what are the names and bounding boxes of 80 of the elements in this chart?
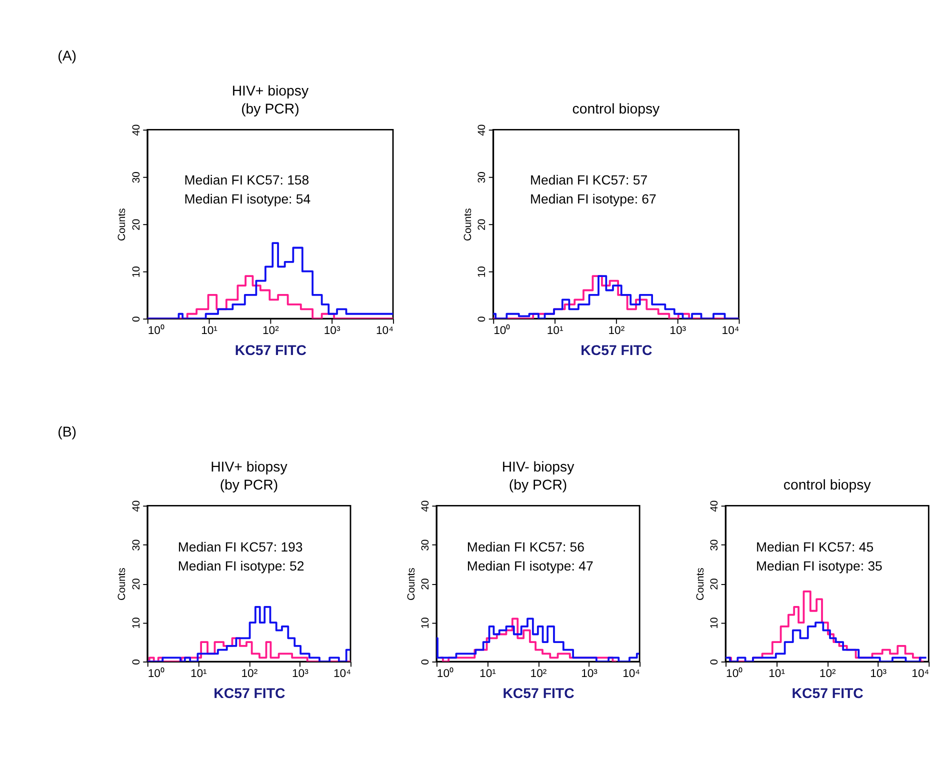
x-tick-label: 10⁰ <box>148 667 164 680</box>
y-tick-label: 40 <box>131 500 142 512</box>
y-tick-label: 20 <box>477 218 488 230</box>
annotation: Median FI KC57: 56 <box>466 540 584 555</box>
y-tick-label: 10 <box>477 266 488 278</box>
x-tick-label: 10² <box>241 668 258 680</box>
y-tick-label: 30 <box>477 171 488 184</box>
x-tick-label: 10² <box>819 668 836 680</box>
text: HIV- biopsy <box>502 460 574 476</box>
x-tick-label: 10⁰ <box>436 667 454 680</box>
x-tick-label: 10⁴ <box>912 668 930 680</box>
y-tick-label: 40 <box>710 500 721 512</box>
chart-title: control biopsy <box>572 102 661 118</box>
x-tick-label: 10² <box>262 325 280 338</box>
x-axis-title: KC57 FITC <box>234 342 306 359</box>
text: (by PCR) <box>508 478 568 494</box>
x-tick-label: 10⁴ <box>333 668 352 680</box>
y-axis-title: Counts <box>117 568 128 601</box>
x-axis-title: KC57 FITC <box>580 342 652 359</box>
y-tick-label: 20 <box>131 218 142 230</box>
x-tick-label: 10⁰ <box>726 667 743 680</box>
x-tick-label: 10³ <box>324 325 340 338</box>
y-tick-label: 30 <box>420 539 432 551</box>
x-axis-title: KC57 FITC <box>214 686 286 702</box>
y-tick-label: 30 <box>131 171 142 184</box>
y-tick-label: 0 <box>131 658 142 665</box>
x-tick-label: 10² <box>530 668 547 680</box>
x-axis-title: KC57 FITC <box>502 686 574 702</box>
annotation: Median FI KC57: 45 <box>756 540 874 555</box>
x-tick-label: 10³ <box>581 668 598 680</box>
x-tick-label: 10¹ <box>190 668 208 680</box>
y-tick-label: 10 <box>710 617 721 629</box>
annotation: Median FI KC57: 193 <box>178 540 303 555</box>
y-tick-label: 40 <box>420 500 432 512</box>
x-tick-label: 10³ <box>870 668 887 680</box>
text: (by PCR) <box>241 102 300 118</box>
y-tick-label: 10 <box>420 617 432 629</box>
x-tick-label: 10¹ <box>768 668 786 680</box>
x-tick-label: 10¹ <box>546 325 564 338</box>
y-tick-label: 0 <box>710 658 721 665</box>
x-tick-label: 10¹ <box>201 325 218 338</box>
x-axis-title: KC57 FITC <box>792 686 864 702</box>
y-tick-label: 30 <box>131 539 142 551</box>
x-tick-label: 10³ <box>292 668 309 680</box>
annotation: Median FI isotype: 35 <box>756 558 882 574</box>
text: (A) <box>58 48 77 65</box>
annotation: Median FI isotype: 52 <box>178 558 304 574</box>
y-axis-title: Counts <box>695 568 706 601</box>
y-tick-label: 30 <box>710 539 721 551</box>
y-tick-label: 40 <box>131 124 142 136</box>
text: (by PCR) <box>220 478 278 494</box>
y-tick-label: 0 <box>131 316 142 322</box>
y-tick-label: 10 <box>131 617 142 629</box>
annotation: Median FI isotype: 67 <box>530 191 656 206</box>
text: HIV+ biopsy <box>210 460 288 476</box>
annotation: Median FI isotype: 47 <box>466 558 594 574</box>
x-tick-label: 10⁴ <box>622 668 640 680</box>
x-tick-label: 10³ <box>670 325 686 338</box>
x-tick-label: 10² <box>608 325 625 338</box>
y-tick-label: 40 <box>477 124 488 136</box>
text: HIV+ biopsy <box>232 84 309 100</box>
x-tick-label: 10⁰ <box>494 324 510 338</box>
y-tick-label: 20 <box>420 578 432 590</box>
y-tick-label: 10 <box>131 266 142 278</box>
annotation: Median FI KC57: 57 <box>530 172 648 188</box>
x-tick-label: 10¹ <box>480 668 496 680</box>
chart-title: control biopsy <box>783 478 872 494</box>
y-tick-label: 0 <box>420 658 432 665</box>
y-axis-title: Counts <box>462 208 474 242</box>
x-tick-label: 10⁴ <box>376 325 394 338</box>
y-tick-label: 20 <box>710 578 721 590</box>
y-tick-label: 0 <box>477 316 488 322</box>
y-axis-title: Counts <box>406 568 418 601</box>
x-tick-label: 10⁴ <box>722 325 740 338</box>
y-tick-label: 20 <box>131 578 142 590</box>
text: (B) <box>58 424 77 441</box>
y-axis-title: Counts <box>117 208 128 242</box>
annotation: Median FI KC57: 158 <box>184 172 310 188</box>
annotation: Median FI isotype: 54 <box>184 191 311 206</box>
x-tick-label: 10⁰ <box>148 324 164 338</box>
